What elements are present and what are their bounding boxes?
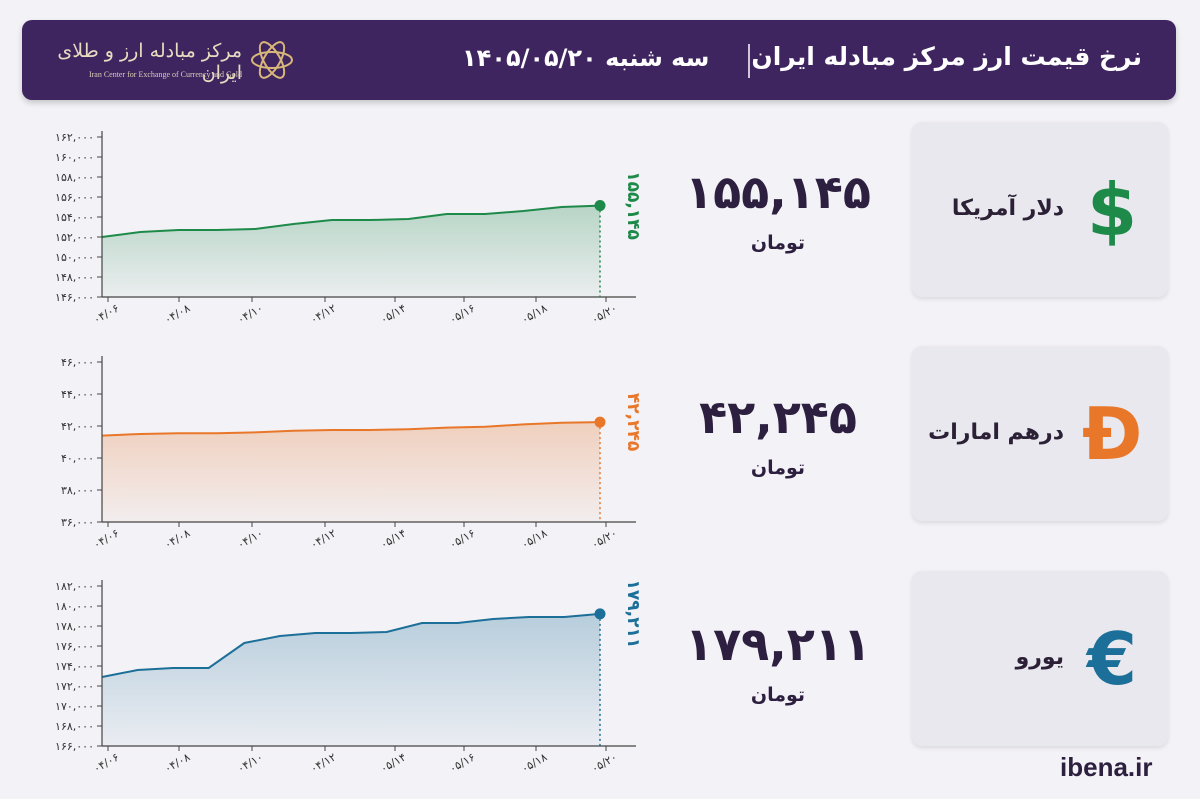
y-tick-label: ۱۵۲,۰۰۰: [55, 231, 94, 244]
dirham-icon: Đ: [1082, 392, 1143, 476]
y-tick-label: ۱۷۴,۰۰۰: [55, 660, 94, 673]
x-tick-label: ۰۴/۰۶: [91, 751, 121, 776]
x-tick-label: ۰۵/۱۶: [447, 302, 477, 327]
logo-subtitle: Iran Center for Exchange of Currency and…: [88, 70, 242, 79]
site-url: ibena.ir: [1060, 752, 1153, 782]
y-tick-label: ۱۶۸,۰۰۰: [55, 720, 94, 733]
dollar-unit-label: تومان: [750, 232, 806, 254]
dirham-price-value: ۴۲,۲۴۵: [699, 390, 857, 444]
x-tick-label: ۰۵/۱۶: [447, 527, 477, 552]
euro-unit-label: تومان: [750, 684, 806, 706]
x-tick-label: ۰۴/۱۲: [308, 526, 338, 551]
y-tick-label: ۳۶,۰۰۰: [61, 516, 94, 529]
y-tick-label: ۱۴۶,۰۰۰: [55, 291, 94, 304]
dirham-area-fill: [102, 422, 600, 522]
x-tick-label: ۰۵/۱۴: [378, 301, 408, 326]
x-tick-label: ۰۵/۱۸: [519, 301, 549, 326]
x-tick-label: ۰۴/۱۰: [235, 751, 265, 776]
dirham-end-point: [594, 416, 606, 428]
euro-end-point: [594, 608, 606, 620]
currency-name: دلار آمریکا: [951, 196, 1064, 221]
x-tick-label: ۰۴/۱۰: [235, 527, 265, 552]
y-tick-label: ۱۷۸,۰۰۰: [55, 620, 94, 633]
x-tick-label: ۰۵/۲۰: [589, 527, 619, 552]
y-tick-label: ۱۸۰,۰۰۰: [55, 600, 94, 613]
currency-card-dirham: درهم امارات Đ: [912, 346, 1168, 521]
y-tick-label: ۱۵۶,۰۰۰: [55, 191, 94, 204]
x-tick-label: ۰۴/۰۸: [162, 301, 192, 326]
y-tick-label: ۴۴,۰۰۰: [61, 388, 94, 401]
dollar-end-value-label: ۱۵۵,۱۴۵: [623, 171, 643, 240]
logo-emblem-icon: [251, 41, 293, 79]
x-tick-label: ۰۴/۱۲: [308, 301, 338, 326]
euro-icon: €: [1086, 617, 1138, 701]
y-tick-label: ۱۵۰,۰۰۰: [55, 251, 94, 264]
x-tick-label: ۰۴/۱۰: [235, 302, 265, 327]
currency-card-euro: یورو €: [912, 571, 1168, 746]
x-tick-label: ۰۵/۲۰: [589, 302, 619, 327]
dirham-unit-label: تومان: [750, 457, 806, 479]
euro-price-line: [101, 612, 601, 678]
x-tick-label: ۰۴/۰۶: [91, 302, 121, 327]
logo-name: مرکز مبادله ارز و طلای ایران: [57, 40, 242, 84]
dollar-area-fill: [102, 205, 600, 297]
x-tick-label: ۰۵/۲۰: [589, 751, 619, 776]
y-tick-label: ۱۸۲,۰۰۰: [55, 580, 94, 593]
currency-name: یورو: [1015, 645, 1064, 670]
y-tick-label: ۱۷۰,۰۰۰: [55, 700, 94, 713]
header-title: نرخ قیمت ارز مرکز مبادله ایران: [751, 42, 1142, 71]
y-tick-label: ۱۶۲,۰۰۰: [55, 131, 94, 144]
dollar-icon: $: [1086, 168, 1138, 252]
x-tick-label: ۰۵/۱۶: [447, 751, 477, 776]
header-banner: مرکز مبادله ارز و طلای ایران Iran Center…: [22, 20, 1176, 100]
x-tick-label: ۰۵/۱۸: [519, 526, 549, 551]
x-tick-label: ۰۴/۰۸: [162, 526, 192, 551]
y-tick-label: ۱۵۴,۰۰۰: [55, 211, 94, 224]
y-tick-label: ۱۵۸,۰۰۰: [55, 171, 94, 184]
x-tick-label: ۰۴/۱۲: [308, 750, 338, 775]
y-tick-label: ۱۶۶,۰۰۰: [55, 740, 94, 753]
euro-price-value: ۱۷۹,۲۱۱: [685, 617, 871, 671]
header-date: سه شنبه ۱۴۰۵/۰۵/۲۰: [462, 44, 710, 72]
currency-name: درهم امارات: [928, 420, 1064, 445]
y-tick-label: ۱۷۲,۰۰۰: [55, 680, 94, 693]
y-tick-label: ۴۰,۰۰۰: [61, 452, 94, 465]
dollar-end-point: [594, 200, 606, 212]
y-tick-label: ۱۴۸,۰۰۰: [55, 271, 94, 284]
dollar-price-value: ۱۵۵,۱۴۵: [685, 165, 871, 219]
dollar-price-line: [101, 204, 601, 238]
x-tick-label: ۰۴/۰۸: [162, 750, 192, 775]
euro-area-fill: [102, 613, 600, 746]
x-tick-label: ۰۵/۱۴: [378, 526, 408, 551]
dirham-price-line: [101, 421, 601, 437]
header-divider: [748, 44, 750, 78]
y-tick-label: ۴۶,۰۰۰: [61, 356, 94, 369]
x-tick-label: ۰۵/۱۸: [519, 750, 549, 775]
y-tick-label: ۱۷۶,۰۰۰: [55, 640, 94, 653]
y-tick-label: ۱۶۰,۰۰۰: [55, 151, 94, 164]
dirham-end-value-label: ۴۲,۲۴۵: [623, 393, 643, 451]
euro-end-value-label: ۱۷۹,۲۱۱: [623, 580, 643, 649]
y-tick-label: ۴۲,۰۰۰: [61, 420, 94, 433]
logo: مرکز مبادله ارز و طلای ایران Iran Center…: [52, 34, 293, 88]
currency-card-dollar: دلار آمریکا $: [912, 122, 1168, 297]
x-tick-label: ۰۵/۱۴: [378, 750, 408, 775]
y-tick-label: ۳۸,۰۰۰: [61, 484, 94, 497]
x-tick-label: ۰۴/۰۶: [91, 527, 121, 552]
